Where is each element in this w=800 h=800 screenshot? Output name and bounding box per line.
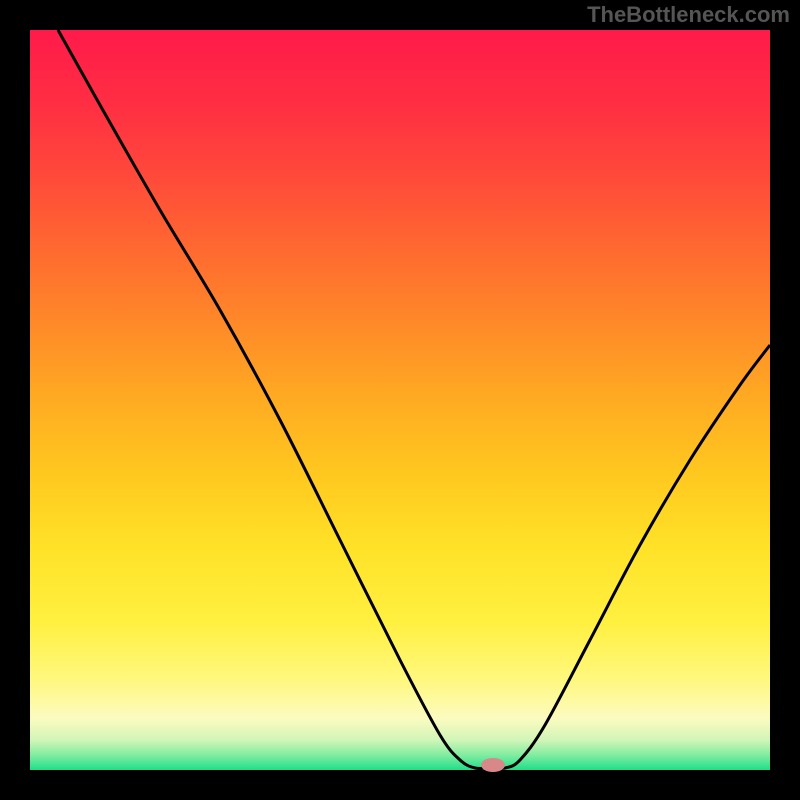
optimal-marker xyxy=(481,758,505,772)
bottleneck-chart xyxy=(0,0,800,800)
chart-container: TheBottleneck.com xyxy=(0,0,800,800)
watermark-text: TheBottleneck.com xyxy=(587,2,790,28)
